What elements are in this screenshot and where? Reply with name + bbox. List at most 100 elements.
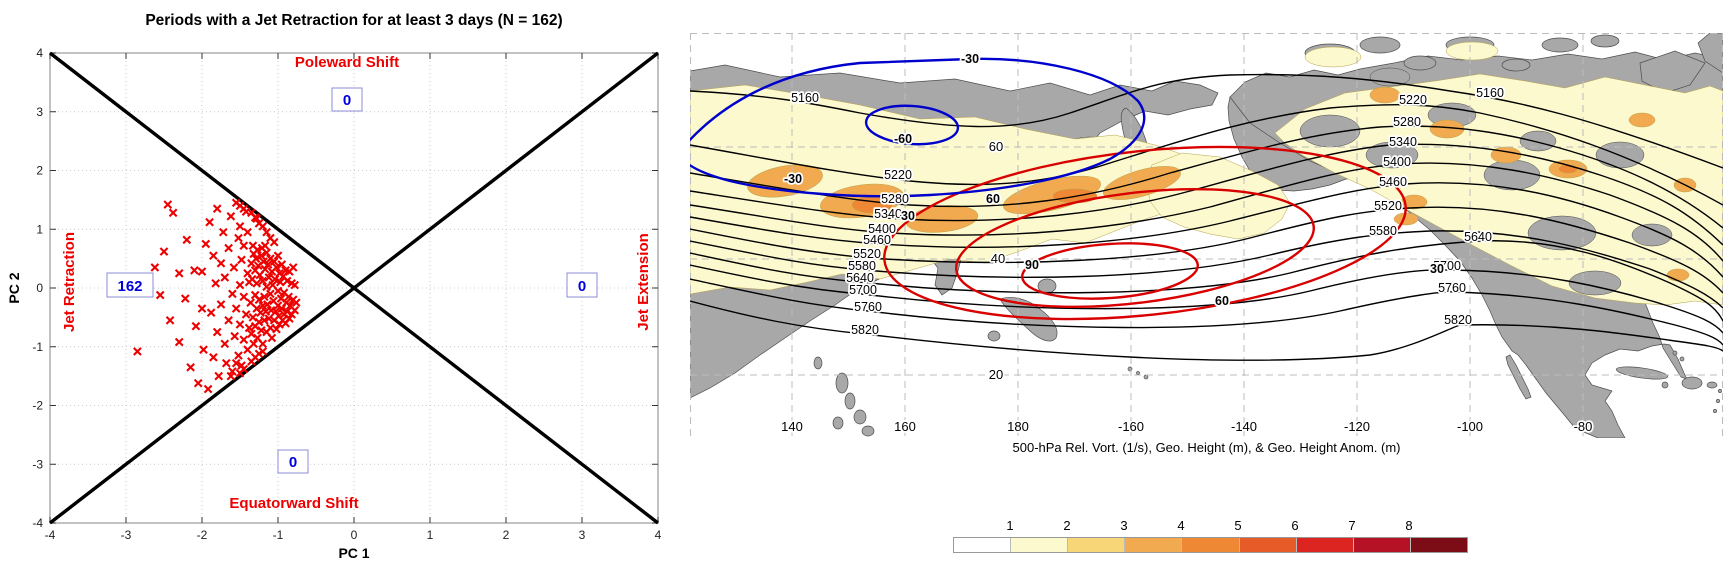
- scatter-point: [275, 277, 285, 287]
- colorbar-cell: [1353, 538, 1411, 552]
- x-axis-label: PC 1: [338, 545, 369, 561]
- scatter-point: [290, 305, 300, 315]
- count-box-right: 0: [566, 272, 598, 298]
- scatter-point: [273, 251, 283, 261]
- y-tick-labels: -4 -3 -2 -1 0 1 2 3 4: [32, 46, 43, 530]
- count-value-right: 0: [578, 278, 586, 295]
- scatter-point: [258, 339, 268, 349]
- scatter-point: [231, 304, 241, 313]
- scatter-point: [259, 292, 269, 302]
- scatter-point: [260, 264, 270, 274]
- scatter-point: [212, 204, 222, 214]
- scatter-point: [159, 247, 169, 256]
- quadrant-label-poleward: Poleward Shift: [295, 54, 399, 71]
- geo-height-label: 5700: [1433, 259, 1461, 273]
- scatter-point: [190, 266, 199, 275]
- scatter-point: [203, 384, 213, 394]
- y-tick-label: -2: [32, 399, 43, 413]
- scatter-point: [239, 292, 249, 302]
- colorbar-tick-label: 1: [1006, 518, 1014, 533]
- count-value-top: 0: [343, 92, 351, 109]
- geo-height-label: 5280: [881, 192, 909, 206]
- scatter-point: [241, 310, 251, 319]
- scatter-point: [235, 320, 245, 329]
- colorbar-cell: [1296, 538, 1354, 552]
- scatter-point: [288, 263, 298, 272]
- shade-bering: [1145, 152, 1291, 240]
- geo-height-label: 5460: [1379, 175, 1407, 189]
- geo-height-label: 5520: [1374, 199, 1402, 213]
- scatter-point: [191, 321, 201, 331]
- scatter-point: [239, 335, 249, 345]
- geo-height-label: 5460: [863, 233, 891, 247]
- colorbar-cell: [1125, 538, 1183, 552]
- scatter-point: [226, 371, 236, 381]
- y-tick-label: 3: [36, 105, 43, 119]
- scatter-point: [244, 323, 254, 333]
- scatter-point: [239, 241, 249, 251]
- scatter-point: [252, 214, 262, 224]
- pc-scatter-panel: Periods with a Jet Retraction for at lea…: [6, 12, 662, 561]
- count-box-bottom: 0: [277, 449, 309, 474]
- pacific-map-panel: 5160 516052205220528052805340534054005400…: [690, 33, 1723, 438]
- geo-height-label: 5340: [1389, 135, 1417, 149]
- colorbar-tick-label: 8: [1405, 518, 1413, 533]
- scatter-point: [256, 251, 266, 261]
- colorbar-tick-label: 6: [1291, 518, 1299, 533]
- scatter-point: [263, 260, 273, 269]
- scatter-point: [269, 237, 279, 247]
- scatter-point: [216, 300, 226, 309]
- scatter-point: [272, 324, 281, 334]
- land-philippines: [832, 372, 875, 437]
- y-tick-label: 2: [36, 164, 43, 178]
- hawaii-islands: [1127, 366, 1149, 380]
- x-tick-label: 2: [503, 528, 510, 542]
- scatter-point: [251, 254, 261, 263]
- scatter-point: [214, 371, 224, 381]
- scatter-point: [228, 289, 237, 299]
- scatter-point: [212, 327, 222, 337]
- scatter-point: [273, 286, 283, 296]
- pos-anomaly-label: 30: [1430, 262, 1444, 276]
- land-taiwan: [813, 356, 823, 370]
- scatter-point: [174, 337, 184, 347]
- scatter-point: [254, 295, 264, 305]
- y-tick-label: -3: [32, 457, 43, 471]
- scatter-point: [284, 292, 293, 302]
- colorbar-tick-label: 4: [1177, 518, 1185, 533]
- scatter-point: [193, 378, 203, 388]
- colorbar-cell: [1239, 538, 1297, 552]
- scatter-point: [218, 227, 228, 237]
- geo-height-label: 5820: [1444, 313, 1472, 327]
- colorbar-cell: [1410, 538, 1467, 552]
- y-tick-label: 0: [36, 281, 43, 295]
- scatter-point: [209, 251, 218, 261]
- scatter-point: [180, 294, 190, 303]
- scatter-point: [249, 339, 259, 349]
- scatter-point: [258, 221, 268, 231]
- x-tick-label: -2: [197, 528, 208, 542]
- caribbean-islands: [1615, 350, 1722, 413]
- scatter-point: [197, 267, 207, 276]
- scatter-point: [220, 339, 230, 349]
- pos-anomaly-label: 90: [1025, 258, 1039, 272]
- scatter-point: [243, 227, 252, 237]
- scatter-point: [206, 308, 216, 318]
- lon-tick-label: -160: [1118, 419, 1144, 434]
- scatter-point: [163, 200, 173, 209]
- scatter-point: [282, 307, 292, 316]
- neg-anomaly-label: -30: [784, 172, 802, 186]
- y-tick-label: -4: [32, 516, 43, 530]
- scatter-point: [269, 257, 279, 266]
- chart-title: Periods with a Jet Retraction for at lea…: [145, 12, 562, 29]
- shade-canada: [1274, 73, 1723, 306]
- x-tick-label: 4: [655, 528, 662, 542]
- scatter-point: [216, 258, 226, 268]
- scatter-point: [253, 245, 262, 255]
- x-tick-label: 1: [427, 528, 434, 542]
- lat-tick-label: 60: [989, 139, 1003, 154]
- lon-tick-label: -80: [1574, 419, 1593, 434]
- scatter-point: [272, 263, 281, 272]
- scatter-point: [252, 278, 262, 288]
- count-value-left: 162: [117, 278, 142, 295]
